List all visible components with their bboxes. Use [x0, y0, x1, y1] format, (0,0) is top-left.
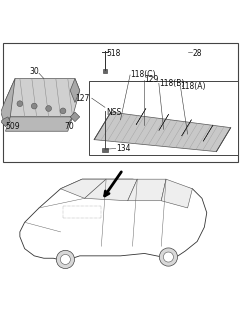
Polygon shape [6, 78, 80, 117]
Circle shape [163, 252, 174, 262]
Text: 70: 70 [64, 122, 74, 131]
Polygon shape [85, 179, 137, 201]
Polygon shape [159, 114, 169, 131]
Circle shape [17, 101, 23, 107]
Polygon shape [70, 112, 80, 122]
Polygon shape [1, 78, 15, 126]
Text: 118(B): 118(B) [159, 79, 184, 88]
Circle shape [159, 248, 178, 266]
Text: 129: 129 [144, 75, 159, 84]
Text: 28: 28 [192, 49, 202, 58]
Circle shape [56, 250, 74, 268]
Polygon shape [70, 78, 80, 102]
Bar [89, 81, 238, 155]
Bar [3, 43, 238, 162]
Circle shape [60, 108, 66, 114]
Text: 118(C): 118(C) [130, 70, 156, 79]
Polygon shape [128, 179, 166, 201]
Polygon shape [182, 120, 192, 136]
Bar [102, 69, 107, 73]
Text: 118(A): 118(A) [181, 82, 206, 91]
Circle shape [31, 103, 37, 109]
Polygon shape [6, 117, 73, 131]
Polygon shape [161, 179, 192, 208]
Text: 509: 509 [6, 122, 20, 131]
Polygon shape [20, 179, 207, 260]
Text: 127: 127 [75, 94, 89, 103]
Text: NSS: NSS [106, 108, 121, 116]
Polygon shape [136, 108, 146, 125]
Circle shape [60, 254, 70, 264]
Text: 134: 134 [116, 144, 130, 153]
Polygon shape [203, 125, 213, 141]
Polygon shape [60, 179, 106, 198]
Text: 30: 30 [29, 67, 39, 76]
Bar [102, 148, 108, 152]
Polygon shape [1, 117, 10, 126]
Text: 518: 518 [106, 49, 120, 58]
Polygon shape [94, 112, 231, 152]
Circle shape [46, 106, 52, 111]
